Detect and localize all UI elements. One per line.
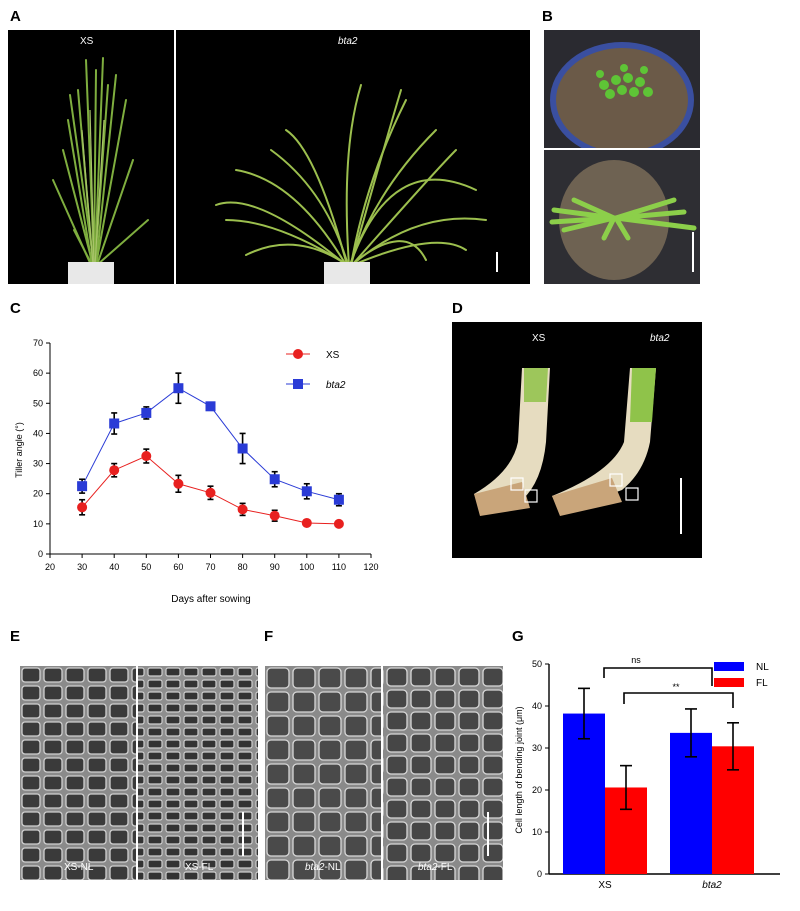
cell-length-bar-chart: 0 10 20 30 40 50 XS bta2 Cell length of bending… xyxy=(514,655,780,891)
photo-label-d-xs: XS xyxy=(532,333,546,344)
c-point-bta2 xyxy=(141,407,152,418)
g-legend-fl: FL xyxy=(756,678,768,689)
g-legend-nl: NL xyxy=(756,662,769,673)
c-legend-xs: XS xyxy=(326,350,340,361)
c-point-bta2 xyxy=(77,481,88,492)
c-x-tick-label: 100 xyxy=(299,562,314,572)
c-y-tick-label: 0 xyxy=(38,549,43,559)
photo-pot-side-view xyxy=(544,150,700,284)
c-point-XS xyxy=(205,487,216,498)
c-legend-bta2: bta2 xyxy=(326,380,346,391)
sem-label-bta2-fl: bta2-FL xyxy=(418,862,452,873)
g-bar-XS-NL xyxy=(563,713,605,874)
panel-label-d: D xyxy=(452,300,463,317)
c-x-tick-label: 110 xyxy=(332,562,346,572)
g-category-label: XS xyxy=(598,880,612,891)
c-x-tick-label: 120 xyxy=(363,562,378,572)
sem-label-xs-fl: XS-FL xyxy=(185,862,214,873)
c-x-tick-label: 90 xyxy=(270,562,280,572)
c-point-XS xyxy=(173,478,184,489)
g-sig-star: ** xyxy=(672,682,680,692)
g-y-tick-label: 40 xyxy=(532,701,542,711)
c-x-tick-label: 80 xyxy=(238,562,248,572)
c-x-tick-label: 40 xyxy=(109,562,119,572)
sem-image-bta2 xyxy=(265,666,503,880)
c-point-bta2 xyxy=(301,486,312,497)
c-y-tick-label: 60 xyxy=(33,368,43,378)
c-x-tick-label: 30 xyxy=(77,562,87,572)
sem-label-bta2-fl-genotype: bta2 xyxy=(418,862,438,873)
c-x-tick-label: 50 xyxy=(141,562,151,572)
g-y-tick-label: 20 xyxy=(532,785,542,795)
g-sig-ns: ns xyxy=(631,655,641,665)
tiller-angle-line-chart: 20 30 40 50 60 70 80 90 100 110 120 0 10 20 30 40 50 60 70… xyxy=(14,338,379,605)
photo-label-xs: XS xyxy=(80,36,94,47)
c-point-XS xyxy=(109,465,120,476)
c-y-tick-label: 20 xyxy=(33,489,43,499)
c-point-bta2 xyxy=(333,494,344,505)
c-y-tick-label: 40 xyxy=(33,428,43,438)
g-y-tick-label: 30 xyxy=(532,743,542,753)
c-point-XS xyxy=(301,517,312,528)
c-point-XS xyxy=(141,451,152,462)
c-x-tick-label: 20 xyxy=(45,562,55,572)
c-point-bta2 xyxy=(269,474,280,485)
panel-label-b: B xyxy=(542,8,553,25)
sem-label-bta2-nl-suffix: -NL xyxy=(324,862,341,873)
photo-xs-plant xyxy=(8,30,174,284)
g-y-axis-label: Cell length of bending joint (μm) xyxy=(514,706,524,833)
c-point-XS xyxy=(269,510,280,521)
photo-tiller-base xyxy=(452,322,702,558)
sem-label-xs-nl: XS-NL xyxy=(64,862,94,873)
c-x-tick-label: 70 xyxy=(205,562,215,572)
g-y-tick-label: 0 xyxy=(537,869,542,879)
panel-label-e: E xyxy=(10,628,21,645)
panel-label-f: F xyxy=(264,628,274,645)
sem-image-xs xyxy=(20,666,258,880)
photo-pot-top-view xyxy=(544,30,700,148)
c-y-tick-label: 30 xyxy=(33,459,43,469)
c-point-bta2 xyxy=(109,418,120,429)
c-y-tick-label: 50 xyxy=(33,398,43,408)
c-point-bta2 xyxy=(237,443,248,454)
c-y-tick-label: 70 xyxy=(33,338,43,348)
photo-label-bta2: bta2 xyxy=(338,36,358,47)
c-point-bta2 xyxy=(205,401,216,412)
c-x-axis-label: Days after sowing xyxy=(171,594,250,605)
c-x-tick-label: 60 xyxy=(173,562,183,572)
c-point-bta2 xyxy=(173,383,184,394)
c-point-XS xyxy=(237,504,248,515)
c-point-XS xyxy=(333,518,344,529)
photo-label-d-bta2: bta2 xyxy=(650,333,670,344)
sem-label-bta2-fl-suffix: -FL xyxy=(437,862,453,873)
g-y-tick-label: 10 xyxy=(532,827,542,837)
c-legend: XS bta2 xyxy=(286,349,346,391)
sem-label-bta2-nl: bta2-NL xyxy=(305,862,341,873)
c-y-tick-label: 10 xyxy=(33,519,43,529)
panel-label-a: A xyxy=(10,8,21,25)
c-y-axis-label: Tiller angle (°) xyxy=(14,422,24,478)
photo-bta2-plant xyxy=(176,30,530,284)
panel-label-g: G xyxy=(512,628,524,645)
c-point-XS xyxy=(77,502,88,513)
g-legend: NL FL xyxy=(714,662,769,689)
g-significance: ns ** xyxy=(603,655,734,708)
panel-label-c: C xyxy=(10,300,21,317)
g-y-tick-label: 50 xyxy=(532,659,542,669)
g-category-label: bta2 xyxy=(702,880,722,891)
sem-label-bta2-nl-genotype: bta2 xyxy=(305,862,325,873)
